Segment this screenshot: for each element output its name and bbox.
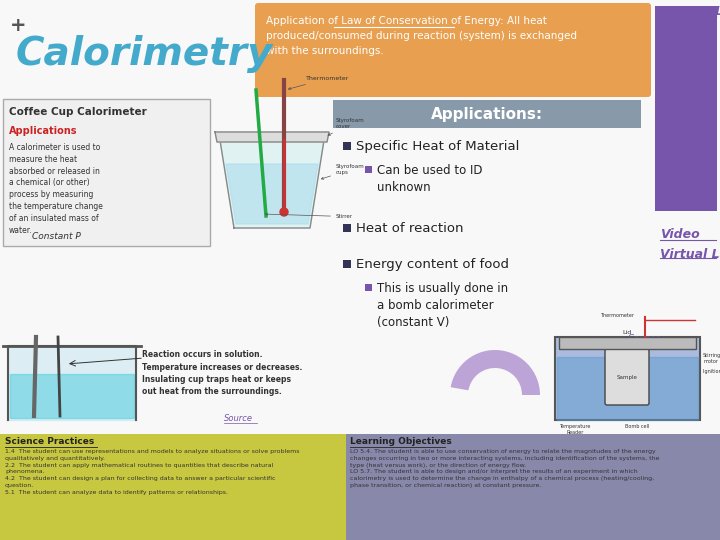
Text: Stirrer: Stirrer	[266, 213, 353, 219]
Text: Coffee Cup Calorimeter: Coffee Cup Calorimeter	[9, 107, 147, 117]
Text: Sample: Sample	[616, 375, 637, 380]
Text: Source: Source	[628, 334, 662, 344]
Text: Application of Law of Conservation of Energy: All heat
produced/consumed during : Application of Law of Conservation of En…	[266, 16, 577, 56]
FancyBboxPatch shape	[555, 337, 700, 420]
Bar	[343, 260, 351, 268]
FancyBboxPatch shape	[0, 434, 346, 540]
Text: Heat of reaction: Heat of reaction	[356, 222, 464, 235]
Text: Stirring
motor: Stirring motor	[703, 353, 720, 364]
Text: Lid: Lid	[622, 330, 631, 335]
Text: 1.4  The student can use representations and models to analyze situations or sol: 1.4 The student can use representations …	[5, 449, 300, 495]
Text: Applications:: Applications:	[431, 106, 543, 122]
FancyBboxPatch shape	[559, 337, 696, 349]
Text: Source: Source	[224, 414, 253, 423]
Text: Thermometer: Thermometer	[600, 313, 634, 318]
Text: Applications: Applications	[9, 126, 78, 136]
Text: Constant P: Constant P	[32, 232, 81, 241]
Text: Science Practices: Science Practices	[5, 437, 94, 446]
Polygon shape	[215, 132, 329, 142]
Polygon shape	[10, 374, 134, 418]
Text: Ignition bar: Ignition bar	[703, 369, 720, 374]
Text: A calorimeter is used to
measure the heat
absorbed or released in
a chemical (or: A calorimeter is used to measure the hea…	[9, 143, 103, 234]
Text: Calorimetry: Calorimetry	[16, 35, 274, 73]
Text: Thermometer: Thermometer	[289, 76, 349, 90]
FancyBboxPatch shape	[255, 3, 651, 97]
Bar	[365, 166, 372, 173]
Text: Bomb cell: Bomb cell	[625, 424, 649, 429]
Polygon shape	[557, 357, 698, 420]
Text: Reaction occurs in solution.
Temperature increases or decreases.
Insulating cup : Reaction occurs in solution. Temperature…	[142, 350, 302, 396]
Text: Specific Heat of Material: Specific Heat of Material	[356, 140, 519, 153]
Text: This is usually done in
a bomb calorimeter
(constant V): This is usually done in a bomb calorimet…	[377, 282, 508, 329]
Text: Learning Objectives: Learning Objectives	[350, 437, 451, 446]
Polygon shape	[219, 134, 325, 228]
Bar	[343, 224, 351, 232]
Text: Styrofoam
cover: Styrofoam cover	[328, 118, 365, 136]
Bar	[343, 142, 351, 150]
Text: Energy content of food: Energy content of food	[356, 258, 509, 271]
FancyBboxPatch shape	[655, 6, 717, 211]
Text: LO 5.4. The student is able to use conservation of energy to relate the magnitud: LO 5.4. The student is able to use conse…	[350, 449, 660, 488]
Polygon shape	[226, 164, 318, 224]
Text: Can be used to ID
unknown: Can be used to ID unknown	[377, 164, 482, 194]
FancyBboxPatch shape	[605, 349, 649, 405]
Polygon shape	[8, 346, 136, 420]
Text: +: +	[10, 16, 27, 35]
Text: Styrofoam
cups: Styrofoam cups	[321, 164, 365, 179]
Text: Source 1: Source 1	[660, 5, 720, 18]
FancyBboxPatch shape	[333, 100, 641, 128]
FancyBboxPatch shape	[3, 99, 210, 246]
Wedge shape	[451, 350, 540, 395]
Circle shape	[280, 208, 288, 216]
FancyBboxPatch shape	[346, 434, 720, 540]
Text: Video
Virtual Lab: Video Virtual Lab	[660, 228, 720, 261]
Bar	[365, 284, 372, 291]
Text: Temperature
Reader: Temperature Reader	[559, 424, 590, 435]
